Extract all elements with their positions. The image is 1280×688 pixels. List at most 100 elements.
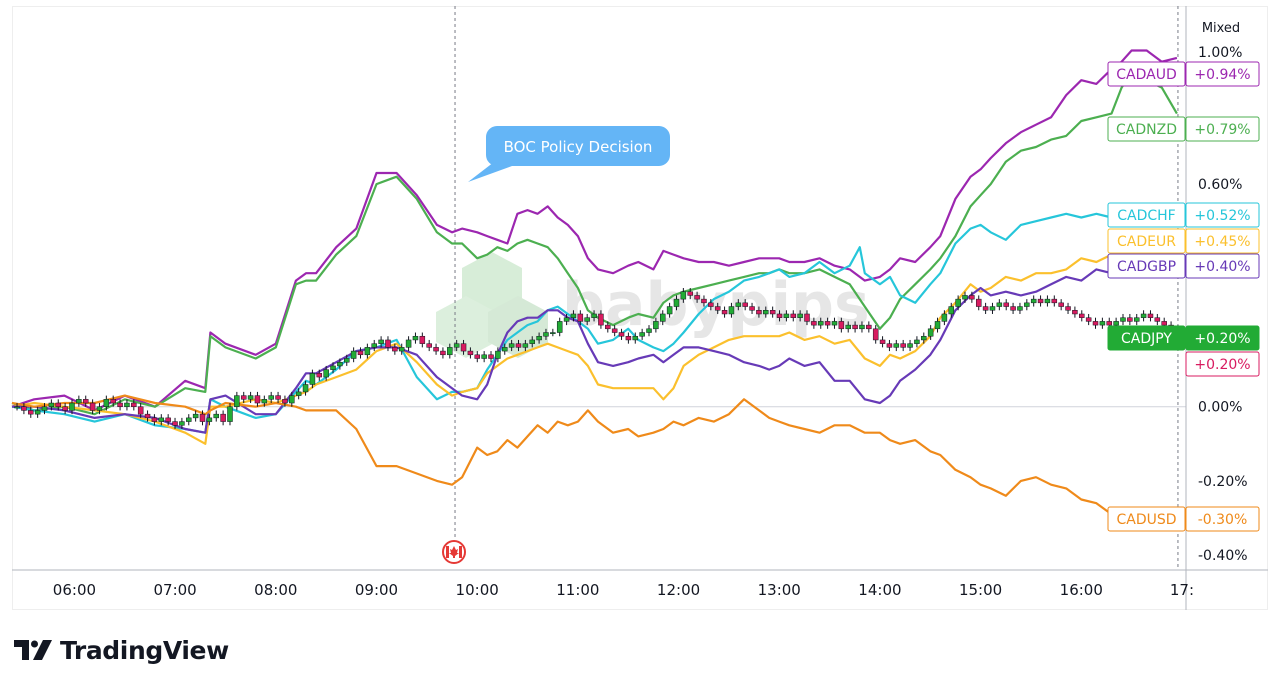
multi-symbol-comparison-chart[interactable]: babypips 06:00 07:00 08:00 09:00 10:00 11:00 1…	[0, 0, 1280, 620]
value-text: +0.20%	[1194, 331, 1250, 347]
candle-body	[1113, 321, 1119, 326]
candle	[515, 339, 522, 352]
candle-body	[907, 343, 913, 348]
candle	[488, 351, 494, 363]
canada-flag-icon[interactable]	[442, 540, 466, 564]
candle	[996, 299, 1003, 311]
candle	[975, 295, 982, 311]
candle	[611, 325, 618, 337]
candle-body	[405, 339, 412, 348]
price-label-cadusd[interactable]: CADUSD -0.30%	[1107, 506, 1260, 532]
symbol-tag	[1107, 325, 1186, 351]
value-text: -0.30%	[1198, 512, 1248, 528]
candle	[522, 339, 529, 352]
candle-body	[756, 310, 762, 315]
candle	[543, 328, 549, 340]
candle-body	[632, 335, 639, 341]
candle	[811, 317, 817, 329]
candle-body	[996, 302, 1003, 307]
symbol-name: CADJPY	[1121, 331, 1172, 347]
candle-body	[364, 347, 371, 356]
candle	[275, 391, 281, 404]
candle	[82, 395, 89, 407]
candle-body	[955, 298, 961, 307]
candle	[467, 347, 474, 359]
candle	[804, 310, 810, 326]
price-label-cadeur[interactable]: CADEUR +0.45%	[1107, 228, 1260, 254]
candle	[240, 391, 247, 404]
svg-text:babypips: babypips	[562, 270, 870, 340]
candle	[247, 391, 254, 404]
candle	[419, 332, 426, 348]
candle-body	[55, 402, 62, 407]
price-label-cadnzd[interactable]: CADNZD +0.79%	[1107, 116, 1260, 142]
symbol-tag	[1107, 61, 1186, 87]
candle-body	[316, 373, 323, 378]
value-text: +0.45%	[1194, 234, 1250, 250]
candle-body	[1133, 317, 1140, 322]
tradingview-logo[interactable]: TradingView	[14, 632, 229, 668]
price-label-cadgbp[interactable]: CADGBP +0.40%	[1107, 253, 1260, 279]
candle-body	[1072, 310, 1078, 315]
tradingview-icon	[14, 640, 52, 660]
cadjpy-candles	[14, 288, 1181, 429]
candle	[591, 310, 597, 322]
candle	[694, 291, 700, 303]
value-text: +0.52%	[1194, 208, 1250, 224]
candle	[268, 391, 274, 404]
candle-body	[543, 332, 549, 337]
candle-body	[302, 384, 309, 393]
candle-body	[687, 291, 693, 296]
candle	[62, 403, 68, 415]
candle	[852, 321, 858, 333]
candle	[625, 332, 632, 344]
scale-mode-button[interactable]: Mixed	[1190, 14, 1252, 40]
price-label-cadaud[interactable]: CADAUD +0.94%	[1107, 61, 1260, 87]
candle-body	[845, 324, 851, 330]
symbol-name: CADGBP	[1117, 259, 1176, 275]
candle	[721, 306, 728, 318]
candle	[831, 317, 838, 329]
candle	[632, 332, 639, 344]
candle-body	[872, 328, 879, 341]
candle-body	[893, 343, 900, 348]
price-label-cadjpy[interactable]: CADJPY +0.20%	[1107, 325, 1260, 351]
candle-body	[728, 306, 735, 315]
candle-body	[742, 302, 748, 307]
series-line-cadnzd	[11, 71, 1178, 416]
x-tick-label: 16:00	[1060, 581, 1103, 599]
candle-body	[69, 402, 75, 411]
candle	[179, 417, 185, 429]
x-tick-label: 10:00	[456, 581, 499, 599]
value-tag	[1185, 61, 1260, 87]
candle	[447, 343, 453, 359]
symbol-name: CADCHF	[1117, 208, 1176, 224]
candle-body	[701, 298, 707, 304]
candle	[769, 306, 776, 318]
candle	[687, 288, 693, 300]
candle-body	[172, 421, 178, 426]
candle	[234, 391, 240, 411]
value-tag	[1185, 253, 1260, 279]
candle-body	[989, 306, 996, 311]
candle	[426, 339, 432, 352]
candle	[838, 317, 845, 333]
candle-body	[467, 350, 474, 356]
event-annotation[interactable]: BOC Policy Decision	[468, 126, 670, 182]
candle	[550, 328, 556, 337]
candle	[28, 406, 34, 418]
price-label-cadchf[interactable]: CADCHF +0.52%	[1107, 202, 1260, 228]
candle-body	[1147, 313, 1154, 318]
candle	[824, 317, 831, 329]
value-tag	[1185, 228, 1260, 254]
annotation-bubble	[486, 126, 670, 166]
candle	[1072, 306, 1078, 318]
candle	[34, 406, 41, 418]
candle-body	[790, 313, 797, 318]
candle-body	[419, 335, 426, 344]
grid-layer	[12, 6, 1186, 570]
candle-body	[481, 354, 487, 359]
candle	[556, 317, 563, 337]
candle	[199, 410, 206, 426]
candle	[1154, 313, 1161, 326]
